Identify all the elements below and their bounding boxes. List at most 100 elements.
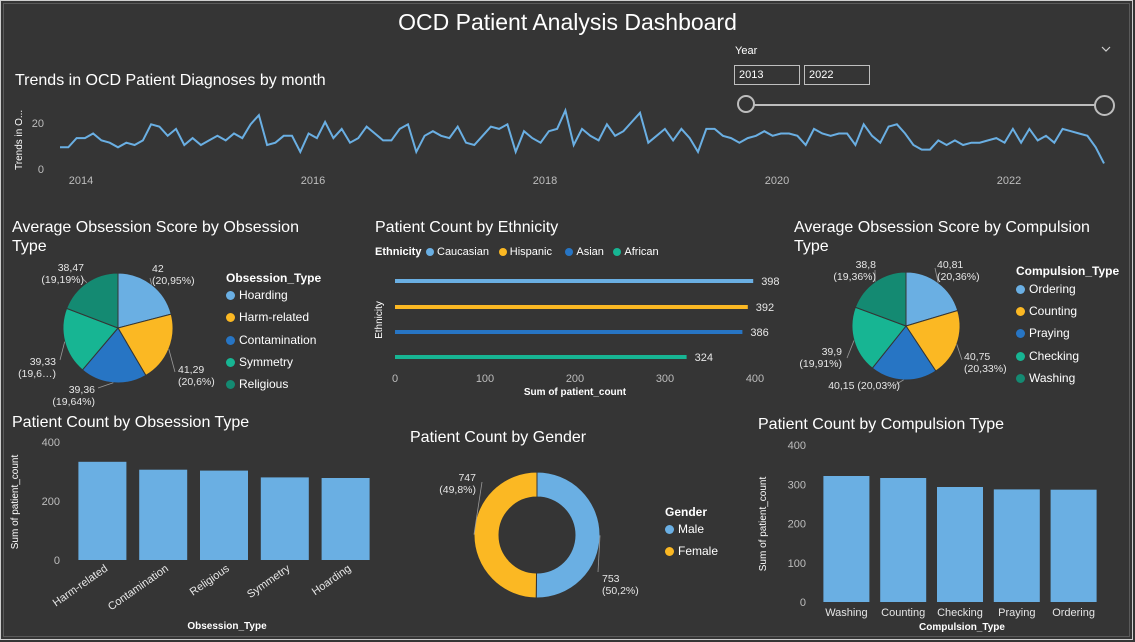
obs-pie-legend-item[interactable]: Contamination <box>226 333 316 347</box>
trend-chart-title: Trends in OCD Patient Diagnoses by month <box>15 72 326 89</box>
comp-bar-chart: 400 300 200 100 0 Washing Counting Checking Pray… <box>758 440 1097 633</box>
chevron-down-icon[interactable] <box>1100 42 1112 54</box>
obs-pie-data-label: (19,19%) <box>41 274 84 286</box>
legend-marker <box>226 380 235 390</box>
ethnicity-bar-label: 324 <box>695 352 713 364</box>
comp-pie-legend-item[interactable]: Counting <box>1016 304 1077 318</box>
gender-donut-leader-line <box>597 535 601 573</box>
ethnicity-bar[interactable] <box>395 279 754 283</box>
comp-pie-legend-item[interactable]: Checking <box>1016 349 1079 363</box>
comp-bar-bar[interactable] <box>993 489 1040 602</box>
legend-label: Female <box>678 544 719 558</box>
comp-bar-y-tick: 0 <box>800 597 806 609</box>
comp-bar-y-tick: 200 <box>788 519 806 531</box>
ethnicity-bar[interactable] <box>395 355 687 359</box>
comp-bar-y-tick: 400 <box>788 440 806 452</box>
year-slider-track[interactable] <box>747 104 1105 106</box>
legend-marker <box>226 335 235 345</box>
legend-label: Hispanic <box>509 246 552 258</box>
comp-pie-title-line1: Average Obsession Score by Compulsion <box>794 219 1090 236</box>
comp-bar-x-tick: Praying <box>998 607 1035 619</box>
gender-legend-title: Gender <box>665 505 708 519</box>
legend-label: Caucasian <box>437 246 489 258</box>
comp-pie-legend-item[interactable]: Praying <box>1016 326 1070 340</box>
gender-legend-item[interactable]: Male <box>665 522 704 536</box>
obs-bar-x-tick: Contamination <box>106 563 171 614</box>
ethnicity-bar-label: 392 <box>756 302 774 314</box>
obs-bar-bar[interactable] <box>260 477 309 560</box>
obs-bar-x-tick: Harm-related <box>51 563 110 610</box>
obs-bar-bar[interactable] <box>139 469 188 560</box>
gender-chart-title: Patient Count by Gender <box>410 429 587 446</box>
ethnicity-chart-title: Patient Count by Ethnicity <box>375 219 559 236</box>
comp-pie-slice[interactable] <box>851 306 907 369</box>
obs-pie-slice[interactable] <box>65 272 119 329</box>
ethnicity-x-tick: 200 <box>566 373 584 385</box>
comp-bar-bar[interactable] <box>880 478 927 602</box>
comp-bar-bar[interactable] <box>1050 489 1097 602</box>
ethnicity-legend-item[interactable]: Asian <box>565 246 604 258</box>
legend-marker <box>1016 373 1025 383</box>
comp-pie-slice[interactable] <box>905 309 961 372</box>
obs-bar-bar[interactable] <box>321 478 370 560</box>
ethnicity-x-tick: 300 <box>656 373 674 385</box>
legend-marker <box>498 248 507 256</box>
year-from-input[interactable]: 2013 <box>734 65 800 85</box>
gender-legend-item[interactable]: Female <box>665 544 718 558</box>
obs-pie-slice[interactable] <box>117 313 174 377</box>
comp-pie-leader-line <box>934 267 939 283</box>
comp-pie-data-label: 40,81 <box>937 259 963 271</box>
year-slider-handle-start[interactable] <box>737 95 755 113</box>
inner-frame <box>3 3 1130 637</box>
obs-pie-chart: 42(20,95%) 41,29(20,6%) 39,36(19,64%) 39,33… <box>18 262 215 408</box>
comp-pie-legend-item[interactable]: Ordering <box>1016 282 1076 296</box>
year-slicer-label: Year <box>735 45 758 57</box>
obs-bar-bar[interactable] <box>78 461 127 560</box>
ethnicity-legend-item[interactable]: Hispanic <box>498 246 552 258</box>
trend-x-tick: 2016 <box>301 175 325 187</box>
obs-pie-slice[interactable] <box>81 327 147 384</box>
gender-donut-leader-line <box>473 481 483 535</box>
obs-pie-legend-item[interactable]: Harm-related <box>226 310 309 324</box>
obs-bar-title: Patient Count by Obsession Type <box>12 414 250 431</box>
gender-donut-slice[interactable] <box>473 471 538 599</box>
obs-pie-data-label: 38,47 <box>58 262 84 274</box>
comp-pie-data-label: (19,36%) <box>833 271 876 283</box>
obs-pie-data-label: 42 <box>152 263 164 275</box>
comp-bar-y-tick: 100 <box>788 558 806 570</box>
trend-chart: Trends in O... 20 0 2014 2016 2018 2020 2022 <box>14 107 1105 187</box>
legend-label: Male <box>678 522 705 536</box>
comp-bar-y-tick: 300 <box>788 479 806 491</box>
comp-bar-y-axis-label: Sum of patient_count <box>758 477 769 572</box>
ethnicity-legend-item[interactable]: African <box>613 246 659 258</box>
comp-bar-bar[interactable] <box>823 476 870 602</box>
year-slider-handle-end[interactable] <box>1094 95 1115 116</box>
year-to-input[interactable]: 2022 <box>804 65 870 85</box>
ethnicity-x-axis-label: Sum of patient_count <box>524 387 627 398</box>
comp-pie-data-label: 38,8 <box>856 259 877 271</box>
legend-marker <box>665 525 674 534</box>
obs-pie-slice[interactable] <box>117 272 172 329</box>
comp-bar-bar[interactable] <box>937 487 983 602</box>
comp-pie-slice[interactable] <box>854 271 907 327</box>
obs-bar-x-axis-label: Obsession_Type <box>187 621 267 632</box>
ethnicity-bar[interactable] <box>395 305 748 309</box>
ethnicity-bar[interactable] <box>395 330 743 334</box>
comp-pie-data-label: 40,15 (20,03%) <box>828 380 900 392</box>
gender-donut-data-label: 753 <box>602 573 620 585</box>
comp-pie-legend-item[interactable]: Washing <box>1016 371 1075 385</box>
obs-pie-legend-item[interactable]: Symmetry <box>226 355 293 369</box>
legend-marker <box>226 357 235 367</box>
obs-pie-legend-item[interactable]: Religious <box>226 377 288 391</box>
obs-pie-slice[interactable] <box>62 307 119 371</box>
gender-donut-slice[interactable] <box>535 471 601 599</box>
obs-pie-legend-item[interactable]: Hoarding <box>226 288 288 302</box>
obs-bar-bar[interactable] <box>200 470 248 560</box>
comp-bar-x-axis-label: Compulsion_Type <box>919 622 1005 633</box>
ethnicity-legend-item[interactable]: Caucasian <box>426 246 489 258</box>
obs-bar-x-tick: Symmetry <box>245 562 293 601</box>
trend-x-tick: 2014 <box>69 175 93 187</box>
obs-pie-title-line1: Average Obsession Score by Obsession <box>12 219 299 236</box>
comp-pie-title: Average Obsession Score by Compulsion Ty… <box>794 218 1090 256</box>
comp-pie-title-line2: Type <box>794 238 829 255</box>
